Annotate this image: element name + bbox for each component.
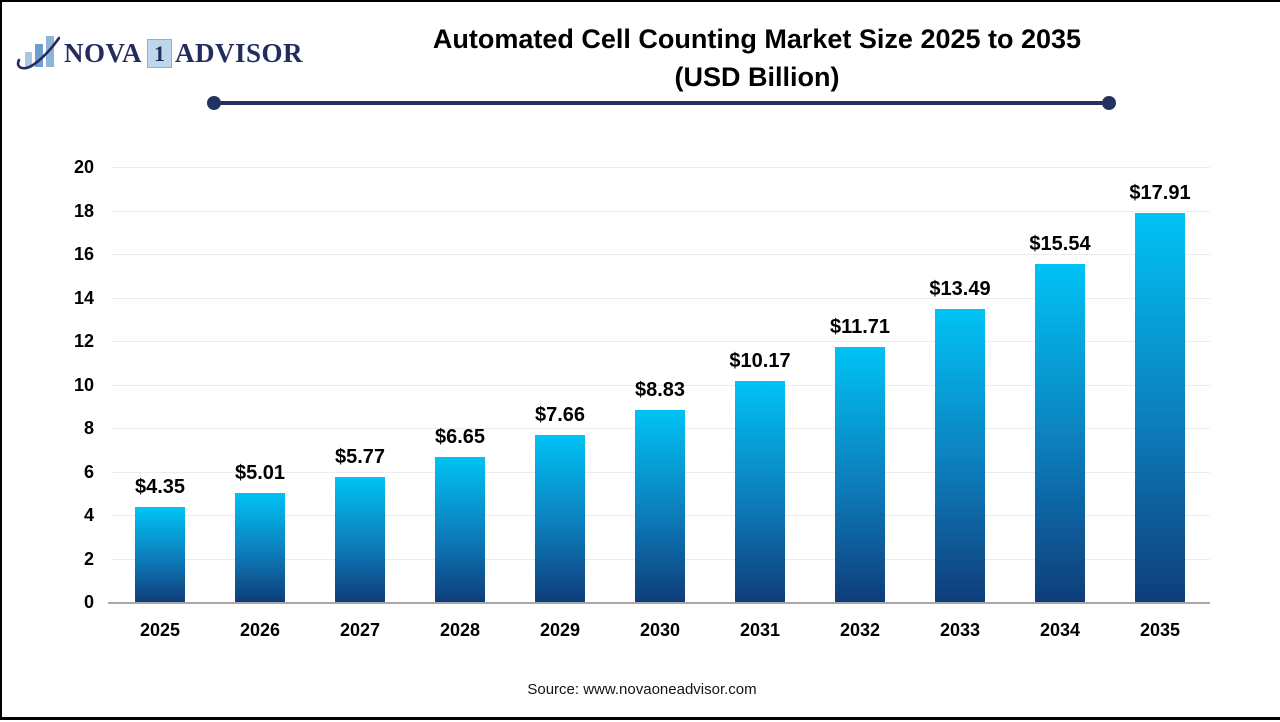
bar-2032	[835, 347, 885, 602]
bar-2025	[135, 507, 185, 602]
y-axis-tick-16: 16	[73, 244, 94, 264]
bar-2027	[335, 476, 385, 602]
y-axis-tick-6: 6	[83, 461, 94, 482]
gridline-12	[112, 341, 1210, 342]
bar-value-label-2034: $15.54	[1029, 233, 1091, 255]
gridline-18	[112, 210, 1210, 212]
gridline-14	[112, 297, 1210, 299]
y-axis-tick-8: 8	[83, 418, 94, 438]
x-axis-tick-2025: 2025	[139, 620, 181, 640]
gridline-20	[112, 167, 1210, 168]
x-axis-line	[108, 602, 1210, 604]
bar-2030	[635, 409, 685, 602]
y-axis-tick-20: 20	[73, 157, 94, 177]
title-underline	[213, 101, 1109, 105]
bar-2034	[1035, 264, 1085, 602]
bar-2028	[435, 457, 485, 602]
chart-title-line1: Automated Cell Counting Market Size 2025…	[432, 24, 1082, 54]
title-underline-right-dot	[1102, 96, 1116, 110]
bar-2035	[1135, 212, 1185, 602]
logo-word-advisor: ADVISOR	[175, 37, 304, 68]
bar-value-label-2035: $17.91	[1129, 181, 1191, 204]
gridline-16	[112, 254, 1210, 255]
bar-value-label-2028: $6.65	[434, 426, 486, 449]
y-axis-tick-12: 12	[73, 331, 94, 351]
nova-one-advisor-logo: NOVA 1 ADVISOR	[16, 30, 303, 76]
y-axis-tick-14: 14	[73, 287, 94, 308]
y-axis-tick-10: 10	[73, 374, 94, 395]
bar-value-label-2027: $5.77	[334, 445, 386, 468]
bar-value-label-2030: $8.83	[634, 378, 686, 401]
x-axis-tick-2032: 2032	[839, 620, 881, 640]
y-axis-tick-18: 18	[73, 200, 94, 221]
x-axis-tick-2027: 2027	[339, 620, 381, 640]
title-underline-left-dot	[207, 96, 221, 110]
bar-value-label-2025: $4.35	[134, 476, 186, 499]
gridline-10	[112, 384, 1210, 386]
chart-title-line2: (USD Billion)	[674, 62, 840, 92]
x-axis-tick-2028: 2028	[439, 620, 481, 640]
logo-one-badge: 1	[147, 38, 173, 68]
logo-word-nova: NOVA	[64, 37, 143, 68]
bar-value-label-2033: $13.49	[929, 277, 991, 300]
bar-2031	[735, 380, 785, 602]
y-axis-tick-0: 0	[83, 592, 94, 612]
bar-value-label-2031: $10.17	[729, 349, 791, 372]
x-axis-tick-2033: 2033	[939, 620, 981, 640]
x-axis-tick-2026: 2026	[239, 620, 281, 640]
x-axis-tick-2034: 2034	[1039, 620, 1081, 640]
bar-2026	[235, 493, 285, 602]
bar-value-label-2029: $7.66	[534, 404, 586, 427]
bar-value-label-2026: $5.01	[234, 462, 286, 484]
x-axis-tick-2031: 2031	[739, 620, 781, 640]
x-axis-tick-2029: 2029	[539, 620, 581, 640]
bar-2029	[535, 435, 585, 602]
chart-title: Automated Cell Counting Market Size 2025…	[242, 20, 1272, 96]
source-text: Source: www.novaoneadvisor.com	[527, 681, 757, 698]
bar-2033	[935, 308, 985, 602]
bar-chart-swoosh-icon	[16, 36, 60, 70]
x-axis-tick-2035: 2035	[1139, 620, 1181, 640]
x-axis-tick-2030: 2030	[639, 620, 681, 640]
bar-value-label-2032: $11.71	[829, 316, 891, 339]
y-axis-tick-4: 4	[83, 505, 94, 525]
y-axis-tick-2: 2	[83, 548, 94, 569]
